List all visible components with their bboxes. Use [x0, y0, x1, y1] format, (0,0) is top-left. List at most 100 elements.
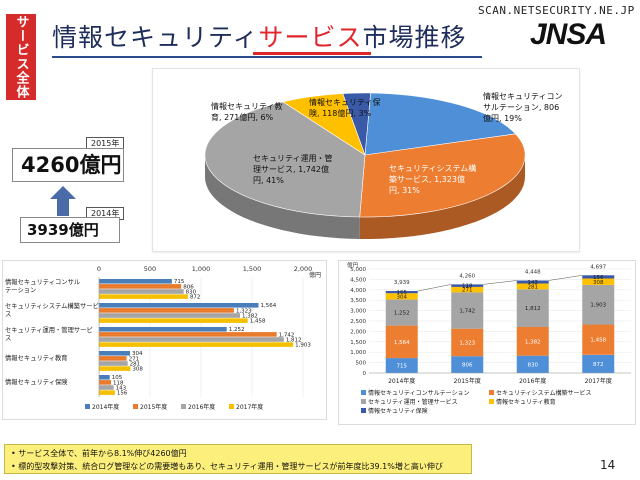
segment-label: 105 [397, 290, 408, 296]
unit-label: 億円 [309, 271, 321, 279]
trend-connector [417, 284, 452, 292]
segment-label: 143 [528, 280, 539, 286]
segment-label: 1,458 [590, 338, 606, 344]
pie-label: サルテーション, 806 [483, 103, 559, 112]
y-tick-label: 3,500 [350, 298, 366, 304]
legend-swatch [361, 390, 366, 395]
pie-label: 険, 118億円, 3% [309, 108, 372, 118]
segment-label: 304 [397, 294, 408, 300]
bar-value-label: 715 [174, 279, 185, 285]
year-tag-2014: 2014年 [86, 207, 125, 220]
bar [99, 337, 284, 342]
segment-label: 1,812 [525, 306, 541, 312]
legend-swatch [489, 399, 494, 404]
bar [99, 332, 277, 337]
pie-side-1 [359, 155, 525, 239]
bar-value-label: 806 [183, 284, 194, 290]
total-label: 3,939 [394, 280, 410, 286]
category-label: 情報セキュリティ保険 [5, 377, 68, 386]
stacked-bar-segment [385, 325, 418, 359]
category-label: 情報セキュリティ教育 [5, 353, 68, 362]
y-tick-label: 4,000 [350, 288, 366, 294]
stacked-bar-chart: 億円 0 500 1,000 1,500 2,000 2,500 3,000 3,500 4,00… [347, 261, 631, 415]
legend-label: 情報セキュリティ教育 [496, 398, 556, 406]
bar-value-label: 830 [186, 289, 197, 295]
total-label: 4,448 [525, 270, 541, 276]
total-label: 4,260 [459, 273, 475, 279]
bar-value-label: 1,812 [286, 337, 302, 343]
x-tick-label: 500 [144, 265, 156, 273]
legend-swatch [229, 404, 234, 409]
x-tick-label: 2015年度 [454, 377, 481, 385]
stacked-bar-segment [582, 278, 615, 285]
bar-value-label: 304 [132, 351, 143, 357]
source-watermark: SCAN.NETSECURITY.NE.JP [478, 4, 635, 17]
jnsa-logo: JNSA [530, 18, 607, 51]
pie-label: 理サービス, 1,742億 [253, 164, 329, 174]
bar-value-label: 1,903 [295, 343, 311, 349]
side-tab: サービス全体 [6, 14, 36, 100]
title-suffix: 市場推移 [362, 23, 467, 52]
summary-note-line: • サービス全体で、前年から8.1%伸び4260億円 [11, 449, 187, 458]
bar-value-label: 271 [129, 356, 140, 362]
bar-value-label: 308 [132, 367, 143, 373]
pie-label: 円, 31% [389, 186, 420, 195]
page-number: 14 [600, 458, 616, 472]
pie-label: セキュリティシステム構 [389, 163, 476, 173]
pie-label: 円, 41% [253, 176, 284, 185]
bar-value-label: 281 [130, 361, 141, 367]
bar [99, 356, 127, 361]
category-label: ス [5, 334, 11, 342]
segment-label: 806 [462, 363, 473, 369]
pie-label: 情報セキュリティ保 [309, 97, 381, 107]
stacked-bar-segment [582, 275, 615, 279]
y-tick-label: 1,000 [350, 350, 366, 356]
bar [99, 318, 248, 323]
up-arrow-icon [50, 186, 76, 216]
pie-label: セキュリティ運用・管 [253, 153, 333, 163]
bar-value-label: 143 [116, 385, 127, 391]
legend-swatch [361, 399, 366, 404]
segment-label: 715 [397, 364, 408, 370]
bar [99, 327, 227, 332]
category-label: テーション [5, 286, 36, 294]
bar-value-label: 1,252 [229, 327, 245, 333]
x-tick-label: 1,500 [243, 265, 262, 273]
summary-note-line: • 標的型攻撃対策、統合ログ管理などの需要増もあり、セキュリティ運用・管理サービ… [11, 462, 443, 471]
stacked-bar-segment [385, 291, 418, 294]
pie-chart-panel: 情報セキュリティコン サルテーション, 806 億円, 19% セキュリティシステム構… [152, 68, 580, 252]
pie-slice-0 [364, 92, 517, 156]
bar [99, 380, 111, 385]
stacked-bar-segment [451, 356, 484, 373]
y-tick-label: 0 [363, 371, 367, 377]
stacked-bar-segment [516, 280, 549, 284]
stacked-bar-segment [451, 284, 484, 287]
segment-label: 156 [593, 275, 604, 281]
legend-label: セキュリティ運用・管理サービス [368, 398, 458, 406]
bar-value-label: 1,458 [250, 319, 266, 325]
stacked-bar-segment [516, 355, 549, 373]
category-label: ス [5, 310, 11, 318]
bar [99, 289, 184, 294]
stacked-bar-segment [385, 358, 418, 373]
legend-label: 2016年度 [188, 403, 215, 411]
bar-value-label: 105 [112, 375, 123, 381]
stacked-bar-segment [451, 292, 484, 329]
y-tick-label: 2,500 [350, 319, 366, 325]
legend-label: 2014年度 [92, 403, 119, 411]
segment-label: 1,323 [459, 341, 475, 347]
bar [99, 303, 259, 308]
legend-swatch [489, 390, 494, 395]
y-tick-label: 4,500 [350, 277, 366, 283]
x-tick-label: 2014年度 [388, 377, 415, 385]
legend-label: 2015年度 [140, 403, 167, 411]
bar [99, 308, 234, 313]
bar-value-label: 118 [113, 380, 124, 386]
trend-connector [548, 275, 583, 281]
segment-label: 1,742 [459, 309, 475, 315]
bar [99, 385, 114, 390]
pie-label: 築サービス, 1,323億 [389, 174, 465, 184]
title-highlight: サービス [258, 23, 363, 52]
x-tick-label: 2,000 [294, 265, 313, 273]
